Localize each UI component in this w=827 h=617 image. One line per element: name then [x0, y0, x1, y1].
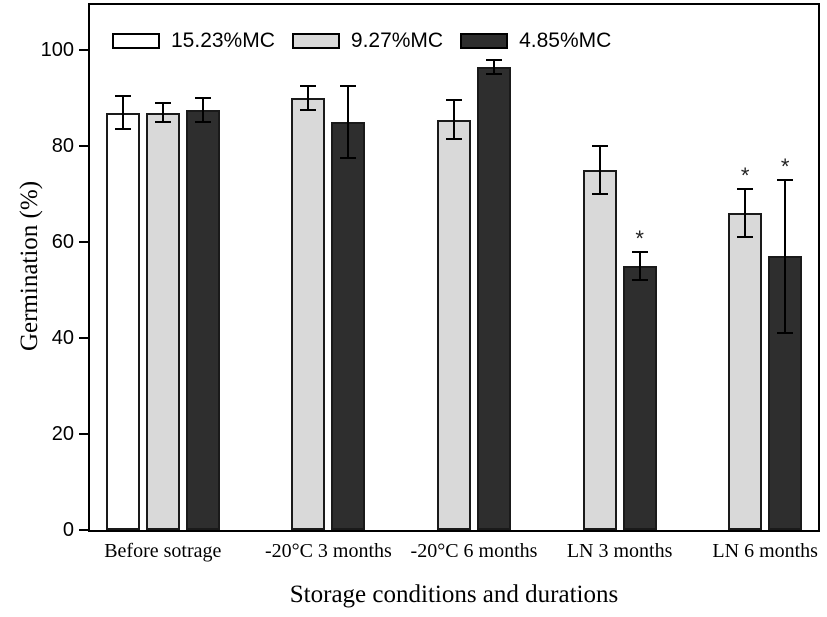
- error-bar-cap-top: [154, 101, 171, 104]
- error-bar-cap-top: [737, 188, 754, 191]
- error-bar-cap-bottom: [154, 121, 171, 124]
- error-bar-cap-top: [114, 94, 131, 97]
- error-bar-cap-top: [591, 145, 608, 148]
- legend-label: 4.85%MC: [519, 29, 612, 52]
- legend-label: 9.27%MC: [350, 29, 444, 52]
- significance-marker: *: [780, 153, 790, 179]
- y-axis-tick-label: 100: [40, 39, 74, 62]
- significance-marker: *: [740, 163, 750, 189]
- bar: [291, 98, 326, 530]
- y-axis-tick-label: 60: [51, 231, 74, 254]
- error-bar-line: [161, 102, 164, 123]
- y-axis-tick: [79, 529, 88, 531]
- error-bar-cap-bottom: [446, 137, 462, 140]
- error-bar-cap-bottom: [300, 109, 317, 112]
- x-category-label: LN 6 months: [712, 540, 818, 562]
- x-category-label: -20°C 6 months: [410, 540, 538, 562]
- error-bar-cap-top: [486, 58, 502, 61]
- error-bar-cap-bottom: [114, 128, 131, 131]
- error-bar-line: [784, 179, 787, 334]
- error-bar-cap-bottom: [737, 236, 754, 239]
- x-category-label: Before sotrage: [104, 540, 222, 562]
- bar: [437, 119, 471, 530]
- bar: [728, 213, 763, 530]
- error-bar-cap-bottom: [486, 73, 502, 76]
- error-bar-line: [347, 86, 350, 159]
- y-axis-tick-label: 20: [51, 423, 74, 446]
- error-bar-cap-top: [446, 99, 462, 102]
- y-axis-tick-label: 0: [62, 519, 74, 541]
- error-bar-cap-top: [777, 178, 794, 181]
- bar: [582, 170, 617, 530]
- error-bar-cap-bottom: [777, 332, 794, 335]
- error-bar-line: [201, 98, 204, 123]
- y-axis-tick: [79, 145, 88, 148]
- legend-item: 9.27%MC: [291, 29, 444, 53]
- error-bar-line: [121, 95, 124, 130]
- error-bar-line: [493, 59, 495, 75]
- error-bar-line: [598, 146, 601, 195]
- x-category-label: -20°C 3 months: [264, 540, 392, 562]
- y-axis-tick-label: 40: [51, 327, 74, 350]
- x-category-label: LN 3 months: [566, 540, 673, 562]
- legend-swatch: [112, 33, 160, 49]
- y-axis-tick-label: 80: [51, 135, 74, 158]
- legend-swatch: [291, 33, 340, 49]
- bar: [145, 112, 180, 530]
- error-bar-line: [744, 189, 747, 238]
- error-bar-cap-bottom: [591, 193, 608, 196]
- bar: [185, 110, 220, 530]
- error-bar-line: [307, 86, 310, 111]
- legend-label: 15.23%MC: [171, 29, 275, 52]
- error-bar-cap-bottom: [340, 157, 357, 160]
- error-bar-line: [453, 100, 455, 139]
- plot-area: 15.23%MC 9.27%MC 4.85%MC 0 20 40 60 80 100 * * *: [41, 3, 820, 541]
- y-axis-tick: [79, 337, 88, 340]
- y-axis-tick: [79, 49, 88, 52]
- bar: [622, 266, 657, 530]
- y-axis-tick: [79, 433, 88, 436]
- y-axis-title: Germination (%): [16, 180, 43, 352]
- error-bar-cap-top: [340, 85, 357, 88]
- bar: [331, 122, 366, 530]
- legend: 15.23%MC 9.27%MC 4.85%MC: [112, 29, 611, 53]
- error-bar-cap-top: [194, 97, 211, 100]
- significance-marker: *: [635, 225, 644, 251]
- error-bar-cap-bottom: [194, 121, 211, 124]
- legend-item: 4.85%MC: [460, 29, 611, 53]
- error-bar-line: [638, 251, 641, 281]
- legend-item: 15.23%MC: [112, 29, 275, 53]
- error-bar-cap-top: [300, 85, 317, 88]
- error-bar-cap-top: [631, 250, 648, 253]
- legend-swatch: [460, 33, 509, 49]
- error-bar-cap-bottom: [631, 279, 648, 282]
- bar: [477, 66, 511, 530]
- bar: [105, 112, 140, 530]
- x-axis-title: Storage conditions and durations: [289, 581, 619, 608]
- y-axis-tick: [79, 241, 88, 244]
